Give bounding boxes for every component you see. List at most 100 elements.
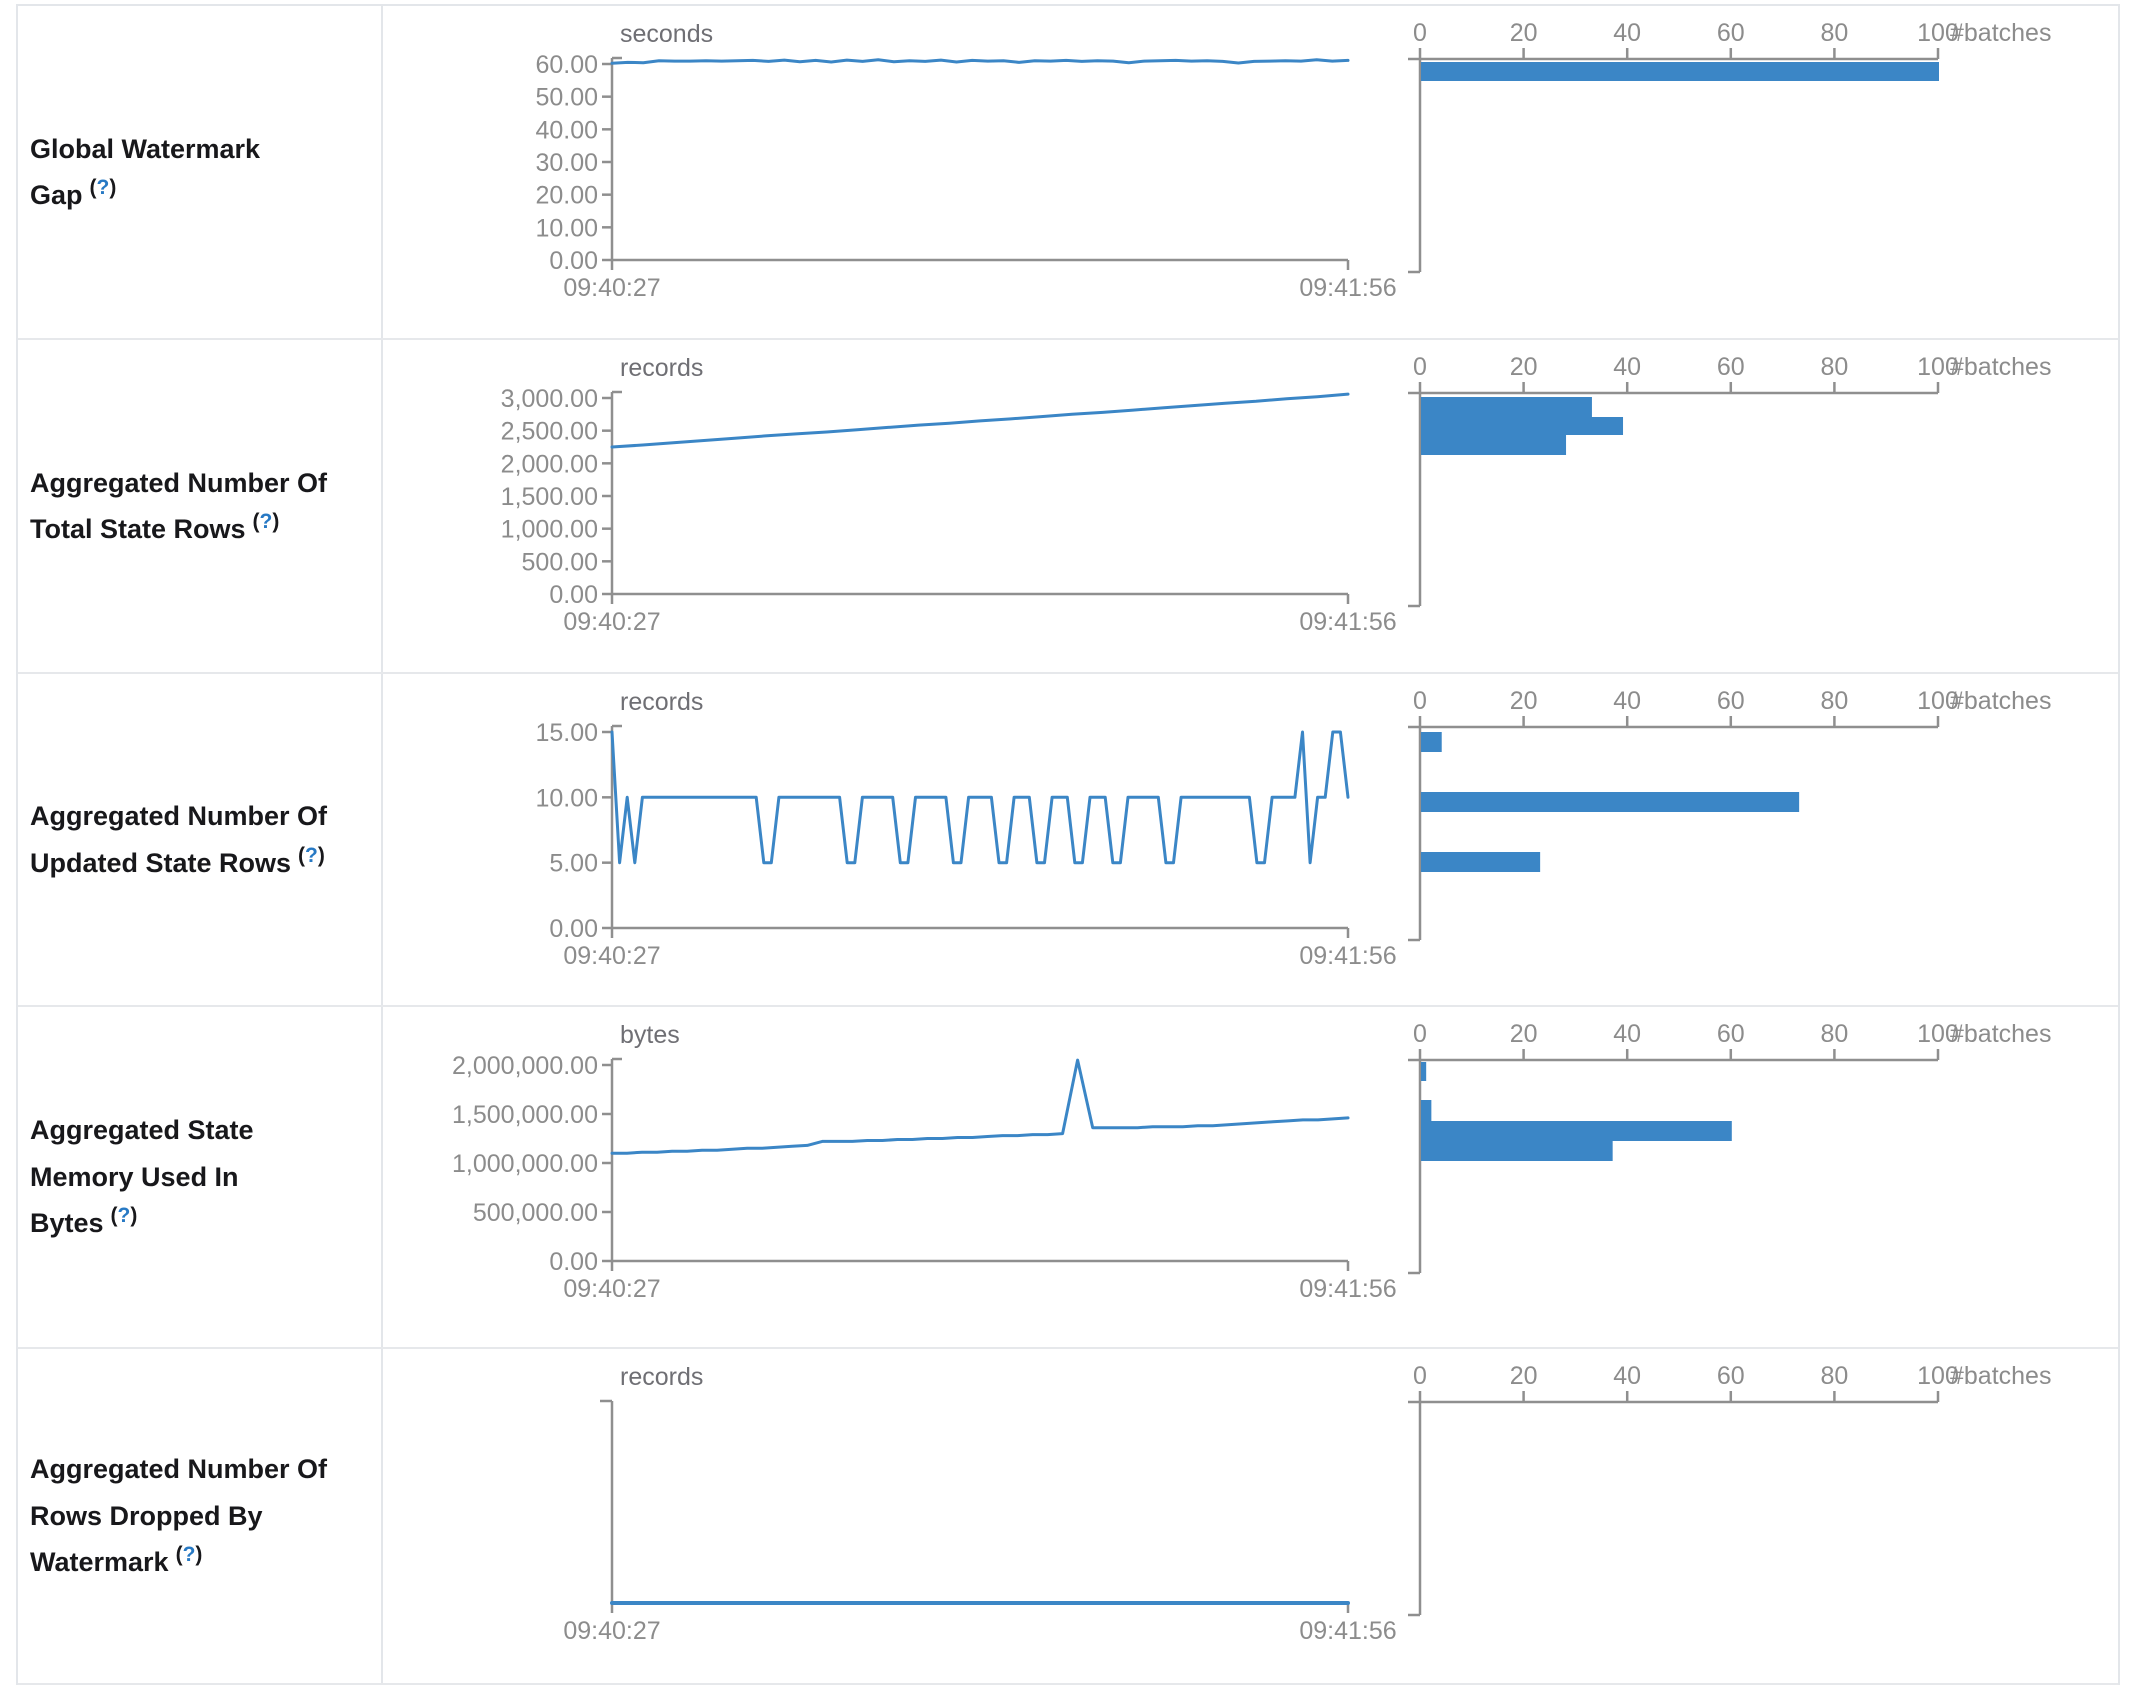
svg-text:80: 80	[1820, 353, 1848, 381]
metric-name: Aggregated Number Of Rows Dropped By Wat…	[30, 1454, 328, 1578]
timeline-chart: seconds 60.00 50.00 40.00 30.00 20.00 10.00 0.0…	[430, 6, 1420, 343]
svg-text:1,000,000.00: 1,000,000.00	[452, 1150, 598, 1178]
svg-text:09:40:27: 09:40:27	[563, 1275, 660, 1303]
svg-text:20: 20	[1510, 1362, 1538, 1390]
svg-text:60.00: 60.00	[535, 51, 598, 79]
svg-text:40: 40	[1613, 1362, 1641, 1390]
question-mark-icon[interactable]: ?	[259, 510, 273, 533]
question-mark-icon[interactable]: ?	[182, 1543, 196, 1567]
svg-text:#batches: #batches	[1950, 1020, 2051, 1048]
timeline-chart: records 15.00 10.00 5.00 0.00 09:40:27 09:41:5…	[430, 674, 1420, 1010]
help-tooltip-link[interactable]: (?)	[298, 843, 325, 867]
question-mark-icon[interactable]: ?	[96, 176, 110, 199]
svg-text:10.00: 10.00	[535, 784, 598, 812]
svg-text:2,000.00: 2,000.00	[501, 450, 598, 478]
chart-cell: records 3,000.00 2,500.00 2,000.00 1,500.00 1…	[383, 340, 2118, 672]
chart-cell: bytes 2,000,000.00 1,500,000.00 1,000,000.0…	[383, 1007, 2118, 1347]
svg-text:09:41:56: 09:41:56	[1299, 1275, 1396, 1303]
metric-row-global-watermark-gap: Global Watermark Gap (?) seconds 60.00 50.0…	[18, 6, 2118, 340]
svg-text:09:40:27: 09:40:27	[563, 274, 660, 302]
svg-text:20: 20	[1510, 353, 1538, 381]
svg-text:09:41:56: 09:41:56	[1299, 608, 1396, 636]
svg-text:100: 100	[1917, 687, 1959, 715]
svg-text:#batches: #batches	[1950, 1362, 2051, 1390]
svg-text:80: 80	[1820, 1362, 1848, 1390]
svg-text:0.00: 0.00	[549, 915, 598, 943]
svg-text:80: 80	[1820, 19, 1848, 47]
svg-text:09:40:27: 09:40:27	[563, 1617, 660, 1645]
svg-text:60: 60	[1717, 1020, 1745, 1048]
svg-text:0.00: 0.00	[549, 247, 598, 275]
chart-cell: seconds 60.00 50.00 40.00 30.00 20.00 10.00 0.0…	[383, 6, 2118, 338]
help-tooltip-link[interactable]: (?)	[110, 1204, 138, 1228]
svg-text:seconds: seconds	[620, 20, 713, 48]
svg-text:3,000.00: 3,000.00	[501, 385, 598, 413]
metric-label-cell: Aggregated Number Of Rows Dropped By Wat…	[18, 1349, 383, 1683]
svg-text:40: 40	[1613, 19, 1641, 47]
svg-text:09:41:56: 09:41:56	[1299, 942, 1396, 970]
svg-text:0.00: 0.00	[549, 1248, 598, 1276]
svg-text:records: records	[620, 688, 703, 716]
svg-text:80: 80	[1820, 1020, 1848, 1048]
svg-text:#batches: #batches	[1950, 19, 2051, 47]
svg-text:500.00: 500.00	[522, 548, 598, 576]
histogram-chart: 0 20 40 60 80 100 #batches	[1400, 6, 2100, 343]
metric-row-total-state-rows: Aggregated Number Of Total State Rows (?)…	[18, 340, 2118, 674]
chart-cell: records 09:40:27 09:41:56 0 20 40 60 80 100 #bat…	[383, 1349, 2118, 1683]
svg-text:1,000.00: 1,000.00	[501, 516, 598, 544]
help-tooltip-link[interactable]: (?)	[175, 1543, 203, 1567]
svg-text:40: 40	[1613, 1020, 1641, 1048]
question-mark-icon[interactable]: ?	[305, 843, 318, 867]
svg-text:30.00: 30.00	[535, 149, 598, 177]
timeline-chart: records 09:40:27 09:41:56	[430, 1349, 1420, 1686]
svg-text:20: 20	[1510, 19, 1538, 47]
svg-text:60: 60	[1717, 19, 1745, 47]
histogram-chart: 0 20 40 60 80 100 #batches	[1400, 674, 2100, 1010]
svg-text:40.00: 40.00	[535, 116, 598, 144]
metric-row-updated-state-rows: Aggregated Number Of Updated State Rows(…	[18, 674, 2118, 1007]
metric-label-cell: Aggregated State Memory Used In Bytes (?)	[18, 1007, 383, 1347]
svg-text:20: 20	[1510, 687, 1538, 715]
svg-text:60: 60	[1717, 1362, 1745, 1390]
histogram-chart: 0 20 40 60 80 100 #batches	[1400, 1349, 2100, 1686]
svg-text:0: 0	[1413, 687, 1427, 715]
histogram-chart: 0 20 40 60 80 100 #batches	[1400, 340, 2100, 677]
svg-text:15.00: 15.00	[535, 719, 598, 747]
svg-text:50.00: 50.00	[535, 84, 598, 112]
metric-name: Aggregated Number Of Total State Rows	[30, 467, 328, 544]
timeline-chart: records 3,000.00 2,500.00 2,000.00 1,500.00 1…	[430, 340, 1420, 677]
svg-text:500,000.00: 500,000.00	[473, 1199, 598, 1227]
question-mark-icon[interactable]: ?	[117, 1204, 131, 1228]
svg-text:0.00: 0.00	[549, 581, 598, 609]
svg-text:09:40:27: 09:40:27	[563, 942, 660, 970]
svg-text:#batches: #batches	[1950, 353, 2051, 381]
statistics-table: Global Watermark Gap (?) seconds 60.00 50.0…	[16, 4, 2120, 1685]
chart-cell: records 15.00 10.00 5.00 0.00 09:40:27 09:41:5…	[383, 674, 2118, 1005]
svg-text:bytes: bytes	[620, 1021, 680, 1049]
svg-text:2,000,000.00: 2,000,000.00	[452, 1052, 598, 1080]
svg-text:0: 0	[1413, 353, 1427, 381]
svg-text:0: 0	[1413, 1362, 1427, 1390]
svg-text:20.00: 20.00	[535, 182, 598, 210]
svg-text:60: 60	[1717, 353, 1745, 381]
help-tooltip-link[interactable]: (?)	[252, 510, 280, 533]
metric-label-cell: Aggregated Number Of Total State Rows (?)	[18, 340, 383, 672]
help-tooltip-link[interactable]: (?)	[89, 176, 117, 199]
svg-text:20: 20	[1510, 1020, 1538, 1048]
metric-name: Aggregated State Memory Used In Bytes	[30, 1115, 254, 1239]
svg-text:records: records	[620, 354, 703, 382]
metric-label-cell: Aggregated Number Of Updated State Rows(…	[18, 674, 383, 1005]
svg-text:1,500,000.00: 1,500,000.00	[452, 1101, 598, 1129]
svg-text:09:40:27: 09:40:27	[563, 608, 660, 636]
svg-text:80: 80	[1820, 687, 1848, 715]
metric-row-state-memory-used: Aggregated State Memory Used In Bytes (?)…	[18, 1007, 2118, 1349]
metric-name: Aggregated Number Of Updated State Rows	[30, 801, 328, 878]
svg-text:records: records	[620, 1363, 703, 1391]
timeline-chart: bytes 2,000,000.00 1,500,000.00 1,000,000.0…	[430, 1007, 1420, 1352]
svg-text:100: 100	[1917, 1020, 1959, 1048]
histogram-chart: 0 20 40 60 80 100 #batches	[1400, 1007, 2100, 1352]
svg-text:100: 100	[1917, 1362, 1959, 1390]
svg-text:10.00: 10.00	[535, 214, 598, 242]
svg-text:40: 40	[1613, 353, 1641, 381]
